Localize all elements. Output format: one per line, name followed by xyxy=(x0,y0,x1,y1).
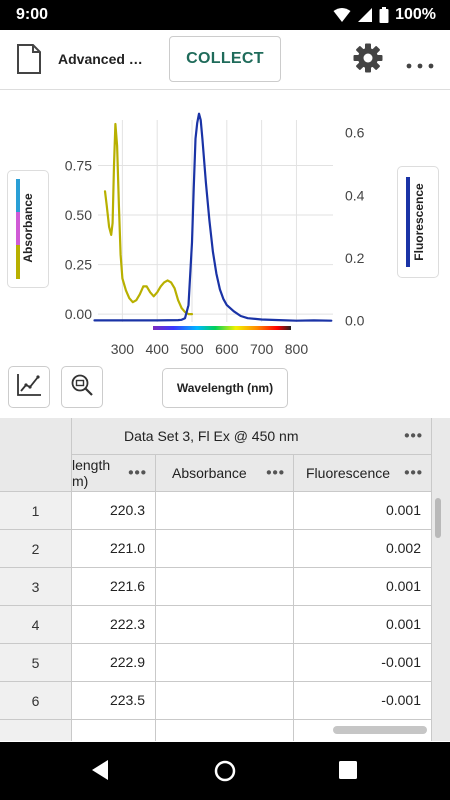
table-cell-absorbance[interactable] xyxy=(156,530,294,568)
more-options-icon[interactable] xyxy=(405,56,435,74)
cell-signal-icon xyxy=(357,7,373,23)
graph-options-button[interactable] xyxy=(8,366,50,408)
fluorescence-series-line xyxy=(93,112,333,322)
wavelength-spectrum-bar xyxy=(153,326,291,330)
app-bar: Advanced … COLLECT xyxy=(0,30,450,88)
table-cell-fluorescence[interactable]: 0.001 xyxy=(294,606,432,644)
home-icon[interactable] xyxy=(214,760,236,787)
column-header-wavelength[interactable]: length m) ••• xyxy=(72,455,156,492)
zoom-icon xyxy=(70,373,94,402)
table-cell-wavelength[interactable]: 221.0 xyxy=(72,530,156,568)
x-tick-label: 400 xyxy=(146,341,170,357)
column-header-absorbance[interactable]: Absorbance ••• xyxy=(156,455,294,492)
fluorescence-legend-swatch xyxy=(406,177,410,267)
table-cell-fluorescence[interactable]: -0.001 xyxy=(294,644,432,682)
file-icon[interactable] xyxy=(16,44,42,79)
absorbance-legend[interactable] xyxy=(7,170,49,288)
table-cell-fluorescence[interactable]: 0.001 xyxy=(294,568,432,606)
fluorescence-tick-label: 0.0 xyxy=(345,313,365,329)
table-cell-fluorescence[interactable]: -0.001 xyxy=(294,682,432,720)
vertical-scrollbar[interactable] xyxy=(435,498,441,538)
absorbance-tick-label: 0.75 xyxy=(65,158,92,174)
fluorescence-tick-label: 0.2 xyxy=(345,250,365,266)
autoscale-button[interactable] xyxy=(61,366,103,408)
recents-icon[interactable] xyxy=(339,761,357,784)
table-cell-absorbance[interactable] xyxy=(156,568,294,606)
fluorescence-legend[interactable] xyxy=(397,166,439,278)
status-bar: 9:00 100% xyxy=(0,0,450,30)
table-cell-wavelength[interactable] xyxy=(72,720,156,741)
table-cell-wavelength[interactable]: 221.6 xyxy=(72,568,156,606)
table-cell-absorbance[interactable] xyxy=(156,644,294,682)
absorbance-tick-label: 0.50 xyxy=(65,207,92,223)
table-corner xyxy=(0,418,72,492)
dataset-name: Data Set 3, Fl Ex @ 450 nm xyxy=(124,428,299,444)
row-number xyxy=(0,720,72,741)
battery-icon xyxy=(379,7,389,23)
collect-button[interactable]: COLLECT xyxy=(169,36,281,82)
horizontal-scrollbar[interactable] xyxy=(333,726,427,734)
row-number: 6 xyxy=(0,682,72,720)
x-tick-label: 300 xyxy=(111,341,135,357)
data-table[interactable]: Data Set 3, Fl Ex @ 450 nm ••• length m) … xyxy=(0,418,450,741)
x-axis-label-button[interactable]: Wavelength (nm) xyxy=(162,368,288,408)
table-cell-wavelength[interactable]: 222.3 xyxy=(72,606,156,644)
fluorescence-tick-label: 0.6 xyxy=(345,125,365,141)
column-label-absorbance: Absorbance xyxy=(172,465,247,481)
x-tick-label: 700 xyxy=(250,341,274,357)
row-number: 2 xyxy=(0,530,72,568)
table-cell-wavelength[interactable]: 222.9 xyxy=(72,644,156,682)
table-cell-wavelength[interactable]: 220.3 xyxy=(72,492,156,530)
row-number: 4 xyxy=(0,606,72,644)
column-header-fluorescence[interactable]: Fluorescence ••• xyxy=(294,455,432,492)
table-cell-absorbance[interactable] xyxy=(156,682,294,720)
absorbance-legend-swatch xyxy=(16,179,20,279)
fluorescence-tick-label: 0.4 xyxy=(345,187,365,203)
table-cell-absorbance[interactable] xyxy=(156,492,294,530)
column-more-icon[interactable]: ••• xyxy=(404,464,423,482)
dataset-more-icon[interactable]: ••• xyxy=(404,427,423,445)
fluorescence-axis-label: Fluorescence xyxy=(412,183,426,261)
row-number: 3 xyxy=(0,568,72,606)
table-cell-fluorescence[interactable]: 0.002 xyxy=(294,530,432,568)
row-number: 1 xyxy=(0,492,72,530)
absorbance-series-line xyxy=(103,122,194,316)
column-label-fluorescence: Fluorescence xyxy=(306,465,391,481)
table-cell-fluorescence[interactable]: 0.001 xyxy=(294,492,432,530)
system-nav-bar xyxy=(0,742,450,800)
column-more-icon[interactable]: ••• xyxy=(266,464,285,482)
column-more-icon[interactable]: ••• xyxy=(128,464,147,482)
row-number: 5 xyxy=(0,644,72,682)
x-tick-label: 800 xyxy=(285,341,309,357)
gear-icon[interactable] xyxy=(353,43,383,78)
x-tick-label: 500 xyxy=(180,341,204,357)
spectrum-chart[interactable]: 300 400 500 600 700 800 0.00 0.25 0.50 0.75 0.0 0.2… xyxy=(0,90,450,360)
table-cell-absorbance[interactable] xyxy=(156,720,294,741)
app-bar-divider xyxy=(0,89,450,90)
back-icon[interactable] xyxy=(90,759,110,786)
column-label-wavelength: length m) xyxy=(72,457,111,489)
experiment-title[interactable]: Advanced … xyxy=(58,51,143,67)
table-cell-wavelength[interactable]: 223.5 xyxy=(72,682,156,720)
wifi-icon xyxy=(333,7,351,23)
absorbance-tick-label: 0.00 xyxy=(65,306,92,322)
dataset-header[interactable]: Data Set 3, Fl Ex @ 450 nm ••• xyxy=(72,418,432,455)
table-cell-absorbance[interactable] xyxy=(156,606,294,644)
graph-panel: Absorbance 300 400 500 600 700 800 0.00 0.25 0.5… xyxy=(0,90,450,418)
status-time: 9:00 xyxy=(16,6,49,23)
battery-percent: 100% xyxy=(395,6,436,23)
absorbance-tick-label: 0.25 xyxy=(65,257,92,273)
graph-options-icon xyxy=(16,373,42,402)
x-tick-label: 600 xyxy=(215,341,239,357)
